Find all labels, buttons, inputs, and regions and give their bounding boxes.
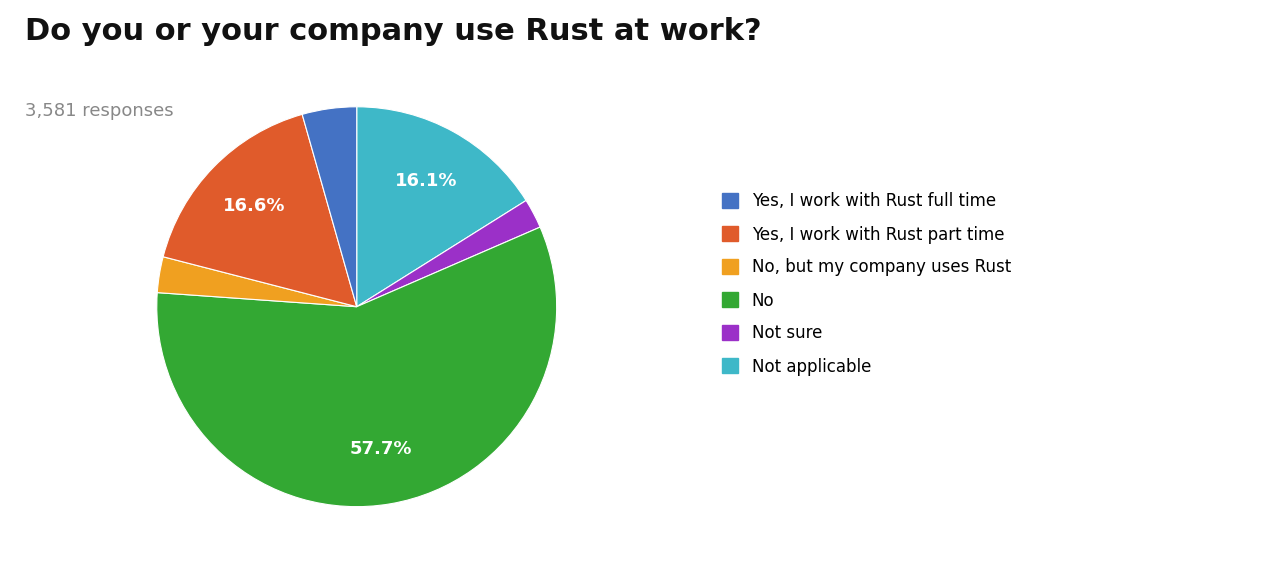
Wedge shape: [302, 107, 357, 307]
Text: 16.6%: 16.6%: [223, 197, 285, 215]
Wedge shape: [157, 227, 557, 507]
Text: 3,581 responses: 3,581 responses: [25, 102, 175, 120]
Legend: Yes, I work with Rust full time, Yes, I work with Rust part time, No, but my com: Yes, I work with Rust full time, Yes, I …: [722, 193, 1012, 375]
Wedge shape: [163, 114, 357, 307]
Text: 16.1%: 16.1%: [395, 172, 457, 190]
Wedge shape: [357, 201, 540, 307]
Wedge shape: [357, 107, 526, 307]
Wedge shape: [157, 257, 357, 307]
Text: 57.7%: 57.7%: [350, 440, 413, 458]
Text: Do you or your company use Rust at work?: Do you or your company use Rust at work?: [25, 17, 762, 46]
